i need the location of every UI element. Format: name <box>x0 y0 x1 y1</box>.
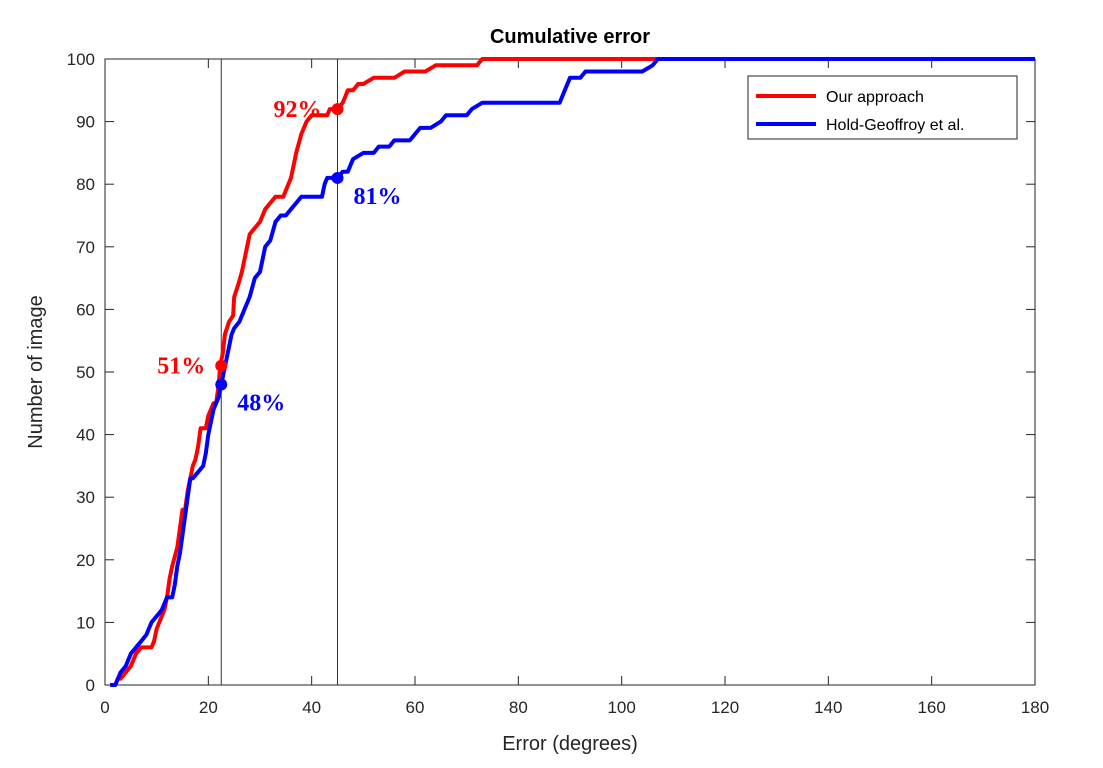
plot-area <box>104 58 1036 686</box>
series-lines <box>110 57 1035 687</box>
y-tick-label: 90 <box>76 113 95 132</box>
annotation-label-3: 81% <box>354 184 402 210</box>
y-axis-label: Number of image <box>25 295 47 448</box>
x-tick-label: 0 <box>100 698 109 717</box>
annotation-marker-2 <box>331 103 344 116</box>
x-tick-label: 40 <box>302 698 321 717</box>
x-tick-label: 20 <box>199 698 218 717</box>
x-tick-label: 100 <box>607 698 635 717</box>
legend-label-our-approach: Our approach <box>826 89 924 106</box>
x-axis-label: Error (degrees) <box>502 733 638 755</box>
y-tick-label: 40 <box>76 426 95 445</box>
x-tick-label: 60 <box>406 698 425 717</box>
annotation-marker-0 <box>215 359 228 372</box>
legend-box <box>747 75 1018 140</box>
y-tick-label: 0 <box>86 676 95 695</box>
x-tick-label: 160 <box>917 698 945 717</box>
x-tick-label: 180 <box>1021 698 1049 717</box>
axis-ticks: 0 20 40 60 80 100 120 140 160 180 0 10 20 30 40 50 60 70 8… <box>67 50 1050 717</box>
x-tick-label: 140 <box>814 698 842 717</box>
annotation-label-0: 51% <box>157 354 205 380</box>
y-tick-label: 60 <box>76 300 95 319</box>
annotation-marker-3 <box>331 171 344 184</box>
legend: Our approach Hold-Geoffroy et al. <box>747 75 1018 140</box>
y-tick-label: 10 <box>76 613 95 632</box>
annotation-marker-1 <box>215 378 228 391</box>
y-tick-label: 30 <box>76 488 95 507</box>
y-tick-label: 20 <box>76 551 95 570</box>
chart-title: Cumulative error <box>490 26 650 48</box>
y-tick-label: 70 <box>76 238 95 257</box>
y-tick-label: 80 <box>76 175 95 194</box>
y-tick-label: 50 <box>76 363 95 382</box>
series-line-0 <box>110 57 1035 687</box>
y-tick-label: 100 <box>67 50 95 69</box>
series-line-1 <box>110 57 1035 687</box>
annotation-labels: 51% 48% 92% 81% <box>157 97 401 416</box>
annotation-label-2: 92% <box>274 97 322 123</box>
legend-label-hold-geoffroy: Hold-Geoffroy et al. <box>826 117 964 134</box>
annotation-markers <box>215 103 344 391</box>
x-tick-label: 80 <box>509 698 528 717</box>
annotation-label-1: 48% <box>237 391 285 417</box>
x-tick-label: 120 <box>711 698 739 717</box>
